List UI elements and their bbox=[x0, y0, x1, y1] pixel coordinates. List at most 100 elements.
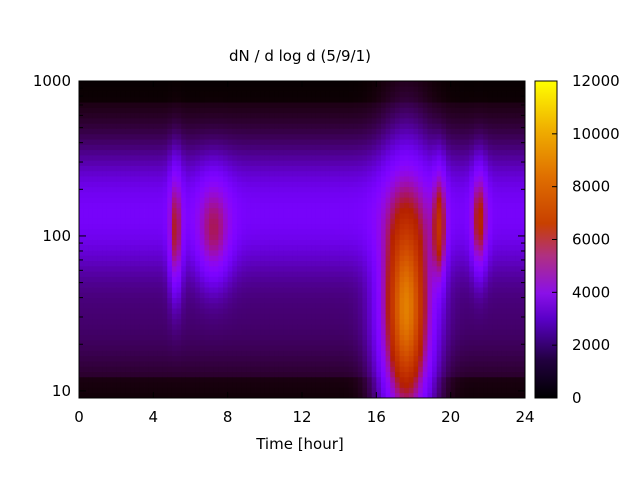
heatmap-cell bbox=[399, 223, 405, 230]
heatmap-cell bbox=[413, 112, 419, 119]
heatmap-cell bbox=[283, 213, 289, 219]
heatmap-cell bbox=[348, 371, 354, 378]
heatmap-cell bbox=[315, 207, 321, 214]
heatmap-cell bbox=[125, 176, 131, 182]
heatmap-cell bbox=[195, 102, 201, 108]
heatmap-cell bbox=[236, 223, 243, 230]
heatmap-cell bbox=[190, 213, 196, 219]
heatmap-cell bbox=[297, 223, 303, 230]
heatmap-cell bbox=[278, 287, 284, 293]
heatmap-cell bbox=[246, 371, 252, 378]
heatmap-cell bbox=[432, 207, 438, 214]
heatmap-cell bbox=[116, 91, 122, 98]
heatmap-cell bbox=[297, 239, 303, 246]
heatmap-cell bbox=[241, 387, 247, 394]
heatmap-cell bbox=[408, 170, 414, 177]
heatmap-cell bbox=[176, 297, 182, 304]
heatmap-cell bbox=[223, 91, 229, 98]
heatmap-cell bbox=[334, 302, 340, 309]
heatmap-cell bbox=[204, 387, 210, 394]
heatmap-cell bbox=[102, 197, 108, 203]
heatmap-cell bbox=[376, 244, 382, 251]
heatmap-cell bbox=[199, 260, 205, 267]
heatmap-cell bbox=[278, 213, 284, 219]
heatmap-cell bbox=[190, 234, 196, 240]
heatmap-cell bbox=[357, 239, 363, 246]
heatmap-cell bbox=[250, 213, 256, 219]
heatmap-cell bbox=[288, 345, 294, 351]
heatmap-cell bbox=[278, 355, 284, 362]
heatmap-cell bbox=[455, 223, 461, 230]
heatmap-cell bbox=[422, 202, 428, 209]
heatmap-cell bbox=[302, 302, 308, 309]
heatmap-cell bbox=[427, 139, 433, 145]
heatmap-cell bbox=[325, 128, 331, 135]
heatmap-cell bbox=[139, 313, 145, 320]
heatmap-cell bbox=[92, 181, 98, 188]
heatmap-cell bbox=[269, 107, 275, 114]
heatmap-cell bbox=[404, 96, 410, 103]
heatmap-cell bbox=[120, 86, 126, 92]
heatmap-cell bbox=[306, 361, 312, 367]
heatmap-cell bbox=[250, 176, 256, 182]
heatmap-cell bbox=[432, 345, 438, 351]
heatmap-cell bbox=[264, 123, 270, 129]
heatmap-cell bbox=[325, 287, 331, 293]
heatmap-cell bbox=[102, 292, 108, 299]
heatmap-cell bbox=[436, 107, 442, 114]
heatmap-cell bbox=[125, 345, 131, 351]
heatmap-cell bbox=[241, 207, 247, 214]
heatmap-cell bbox=[436, 239, 442, 246]
heatmap-cell bbox=[125, 202, 131, 209]
heatmap-cell bbox=[371, 107, 377, 114]
heatmap-cell bbox=[139, 86, 145, 92]
heatmap-cell bbox=[148, 345, 154, 351]
heatmap-cell bbox=[427, 149, 433, 156]
heatmap-cell bbox=[162, 123, 168, 129]
heatmap-cell bbox=[394, 234, 400, 240]
heatmap-cell bbox=[441, 228, 447, 235]
heatmap-cell bbox=[111, 197, 117, 203]
heatmap-cell bbox=[394, 265, 400, 272]
heatmap-cell bbox=[325, 96, 331, 103]
heatmap-cell bbox=[311, 123, 317, 129]
heatmap-cell bbox=[195, 197, 201, 203]
heatmap-cell bbox=[120, 324, 126, 330]
heatmap-cell bbox=[459, 154, 466, 161]
heatmap-cell bbox=[274, 202, 280, 209]
heatmap-cell bbox=[130, 387, 136, 394]
heatmap-cell bbox=[446, 292, 452, 299]
heatmap-cell bbox=[288, 160, 294, 166]
heatmap-cell bbox=[334, 96, 340, 103]
heatmap-cell bbox=[464, 376, 470, 383]
heatmap-cell bbox=[306, 313, 312, 320]
heatmap-cell bbox=[306, 376, 312, 383]
heatmap-cell bbox=[102, 287, 108, 293]
heatmap-cell bbox=[260, 250, 266, 256]
heatmap-cell bbox=[459, 376, 466, 383]
heatmap-cell bbox=[162, 308, 168, 314]
heatmap-cell bbox=[134, 366, 140, 372]
heatmap-cell bbox=[325, 355, 331, 362]
heatmap-cell bbox=[255, 387, 261, 394]
heatmap-cell bbox=[185, 112, 191, 119]
heatmap-cell bbox=[348, 160, 354, 166]
heatmap-cell bbox=[162, 329, 168, 335]
heatmap-cell bbox=[227, 197, 233, 203]
heatmap-cell bbox=[144, 202, 150, 209]
heatmap-cell bbox=[450, 297, 456, 304]
heatmap-cell bbox=[446, 297, 452, 304]
heatmap-cell bbox=[343, 387, 349, 394]
heatmap-cell bbox=[408, 213, 414, 219]
heatmap-cell bbox=[432, 265, 438, 272]
heatmap-cell bbox=[399, 260, 405, 267]
heatmap-cell bbox=[264, 334, 270, 341]
heatmap-cell bbox=[292, 318, 298, 325]
heatmap-cell bbox=[157, 334, 164, 341]
heatmap-cell bbox=[306, 149, 312, 156]
heatmap-cell bbox=[302, 324, 308, 330]
heatmap-cell bbox=[339, 86, 345, 92]
heatmap-cell bbox=[459, 202, 466, 209]
heatmap-cell bbox=[422, 128, 428, 135]
heatmap-cell bbox=[297, 207, 303, 214]
